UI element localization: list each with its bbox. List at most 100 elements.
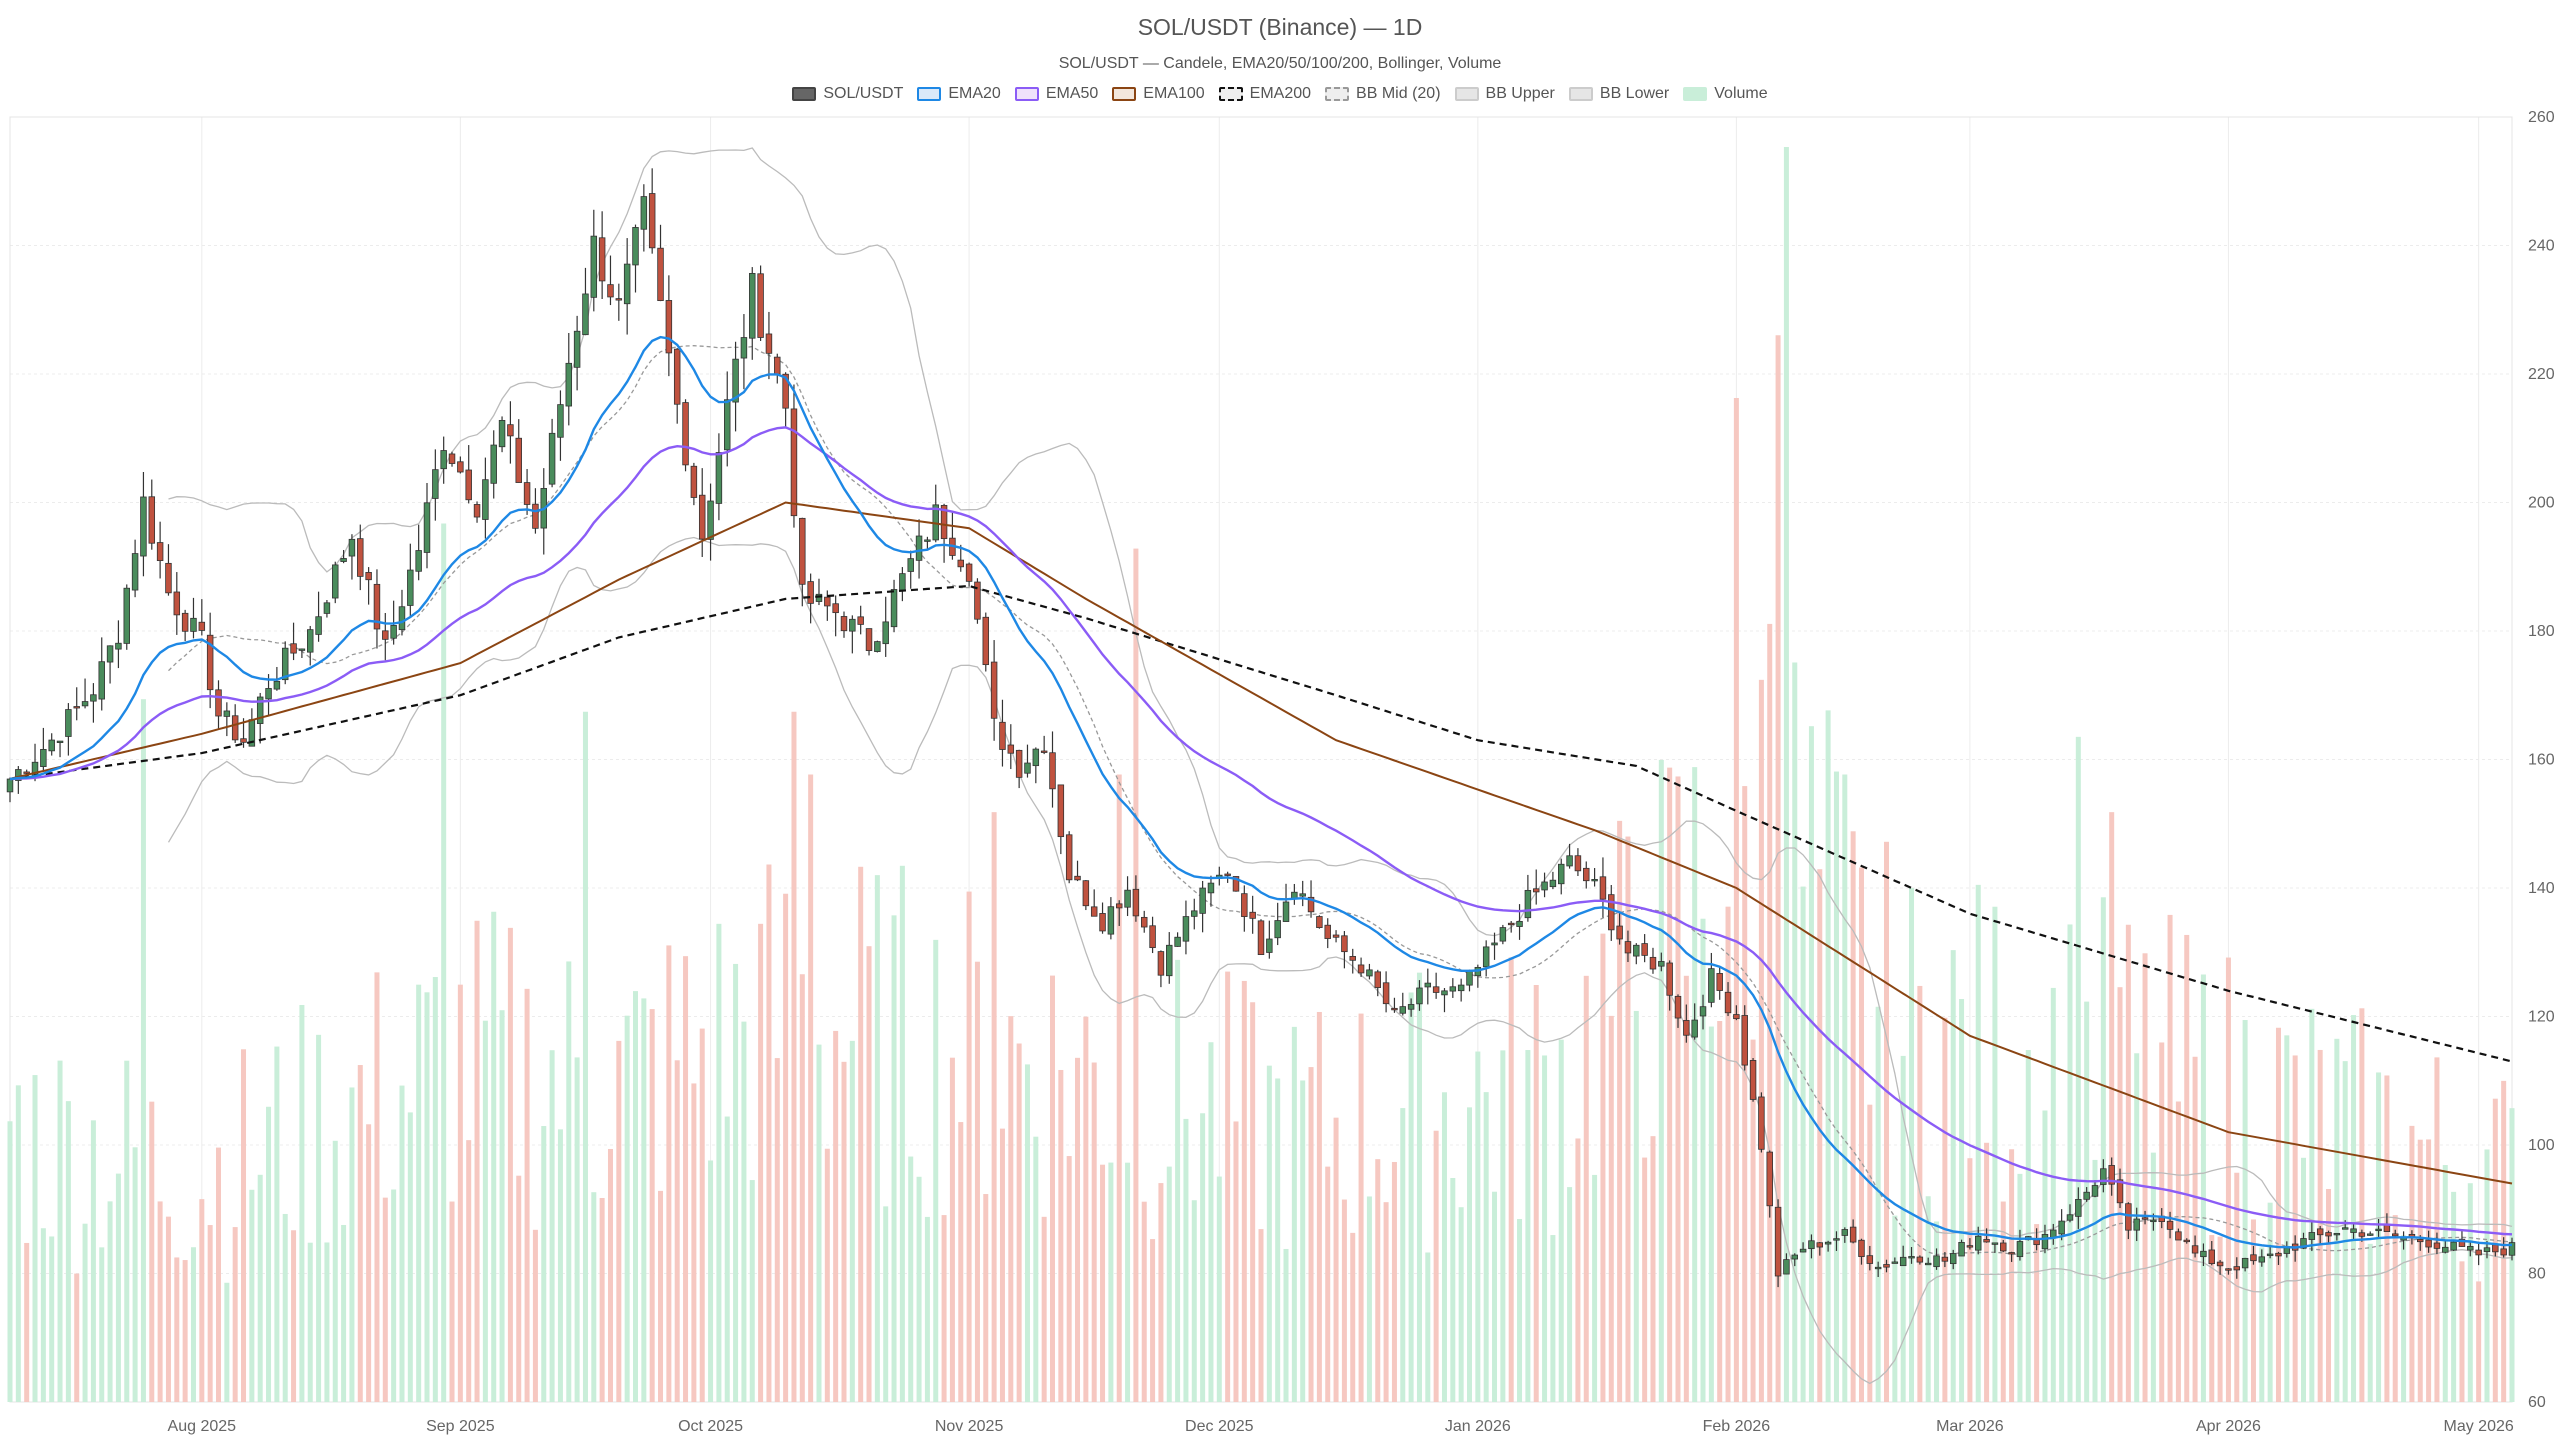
candle: [2316, 1226, 2324, 1245]
candle-body: [48, 739, 55, 752]
candle-body: [790, 408, 798, 517]
x-tick-label: Mar 2026: [1936, 1418, 2004, 1435]
candle: [1249, 895, 1256, 934]
candle-body: [23, 771, 30, 774]
candle: [1174, 932, 1181, 947]
volume-bar: [207, 1225, 213, 1402]
chart-title: SOL/USDT (Binance) — 1D: [1137, 14, 1423, 40]
volume-bar: [99, 1247, 105, 1402]
volume-bar: [1967, 1158, 1973, 1402]
candle: [765, 311, 773, 380]
volume-bar: [549, 1050, 555, 1402]
candle: [1015, 749, 1023, 789]
volume-bar: [215, 1147, 222, 1402]
candle: [1524, 874, 1532, 922]
candle: [915, 519, 923, 579]
candle-body: [1624, 941, 1632, 954]
candle-body: [924, 539, 931, 542]
candle: [590, 209, 598, 312]
candle-body: [1207, 882, 1215, 894]
volume-bar: [524, 988, 530, 1402]
legend-item[interactable]: BB Lower: [1568, 85, 1669, 103]
volume-bar: [299, 1004, 305, 1402]
volume-bar: [2000, 1201, 2006, 1402]
candle-body: [890, 589, 898, 628]
x-tick-label: Feb 2026: [1703, 1418, 1771, 1435]
volume-bar: [783, 893, 789, 1402]
volume-bar: [174, 1257, 180, 1402]
legend-item[interactable]: BB Upper: [1454, 85, 1555, 103]
candle-body: [1416, 987, 1423, 1005]
candle: [1566, 843, 1573, 869]
volume-bar: [1934, 1221, 1940, 1402]
legend-item[interactable]: SOL/USDT: [792, 85, 903, 103]
candle: [1191, 898, 1198, 930]
candle-body: [1758, 1096, 1765, 1150]
candle: [1774, 1199, 1782, 1288]
candle: [2233, 1257, 2241, 1279]
candle-body: [532, 503, 539, 529]
volume-bar: [1100, 1164, 1106, 1402]
candle: [840, 611, 848, 638]
candle-body: [1466, 970, 1473, 986]
candle: [557, 390, 564, 461]
candle-body: [1949, 1253, 1957, 1265]
legend-swatch: [1454, 87, 1479, 101]
legend-item[interactable]: EMA100: [1112, 85, 1205, 103]
candle: [1391, 997, 1398, 1013]
candle: [1749, 1058, 1757, 1102]
candle-body: [849, 618, 856, 632]
legend-item[interactable]: EMA200: [1218, 85, 1311, 103]
candle-body: [2483, 1247, 2491, 1252]
volume-bar: [149, 1101, 155, 1402]
candle-body: [632, 227, 639, 266]
candle: [2341, 1220, 2349, 1230]
volume-bar: [941, 1215, 947, 1402]
volume-bar: [1725, 906, 1731, 1402]
candle-body: [423, 502, 431, 553]
volume-bar: [2317, 1049, 2323, 1402]
candle: [382, 612, 389, 661]
y-tick-label: 140: [2528, 880, 2555, 897]
volume-bar: [432, 977, 438, 1402]
candle: [882, 596, 889, 657]
volume-bar: [2125, 924, 2131, 1402]
volume-bar: [858, 866, 864, 1402]
candle-body: [1115, 903, 1123, 909]
chart-subtitle: SOL/USDT — Candele, EMA20/50/100/200, Bo…: [1058, 55, 1502, 72]
candle-body: [1407, 1004, 1415, 1010]
volume-bar: [282, 1213, 288, 1402]
candle-body: [432, 469, 439, 499]
candle: [131, 539, 139, 598]
candle: [357, 524, 364, 591]
candle-body: [2325, 1232, 2332, 1237]
candle: [307, 625, 314, 666]
volume-bar: [999, 1128, 1005, 1402]
legend-item[interactable]: Volume: [1683, 85, 1768, 103]
candle: [1482, 940, 1490, 977]
candle-body: [123, 587, 130, 644]
candle-body: [990, 661, 998, 719]
volume-bar: [1508, 957, 1514, 1402]
volume-bar: [1016, 1043, 1022, 1402]
volume-bar: [1475, 1051, 1481, 1402]
volume-bar: [2309, 1008, 2315, 1402]
volume-bar: [1049, 975, 1056, 1402]
candle: [1791, 1253, 1798, 1267]
legend-item[interactable]: EMA20: [917, 85, 1001, 103]
candle: [2375, 1219, 2382, 1237]
candle: [1733, 1005, 1740, 1021]
legend-item[interactable]: EMA50: [1014, 85, 1098, 103]
legend-swatch: [1683, 87, 1708, 101]
candle: [1808, 1234, 1815, 1259]
candle: [890, 579, 898, 633]
volume-bar: [591, 1192, 597, 1402]
volume-bar: [566, 961, 572, 1402]
candle-body: [2100, 1168, 2107, 1185]
volume-bar: [2042, 1110, 2048, 1402]
candle-body: [415, 550, 422, 572]
candle: [1132, 875, 1140, 922]
legend-item[interactable]: BB Mid (20): [1325, 85, 1441, 103]
candle: [2350, 1222, 2357, 1241]
volume-bar: [15, 1085, 21, 1402]
